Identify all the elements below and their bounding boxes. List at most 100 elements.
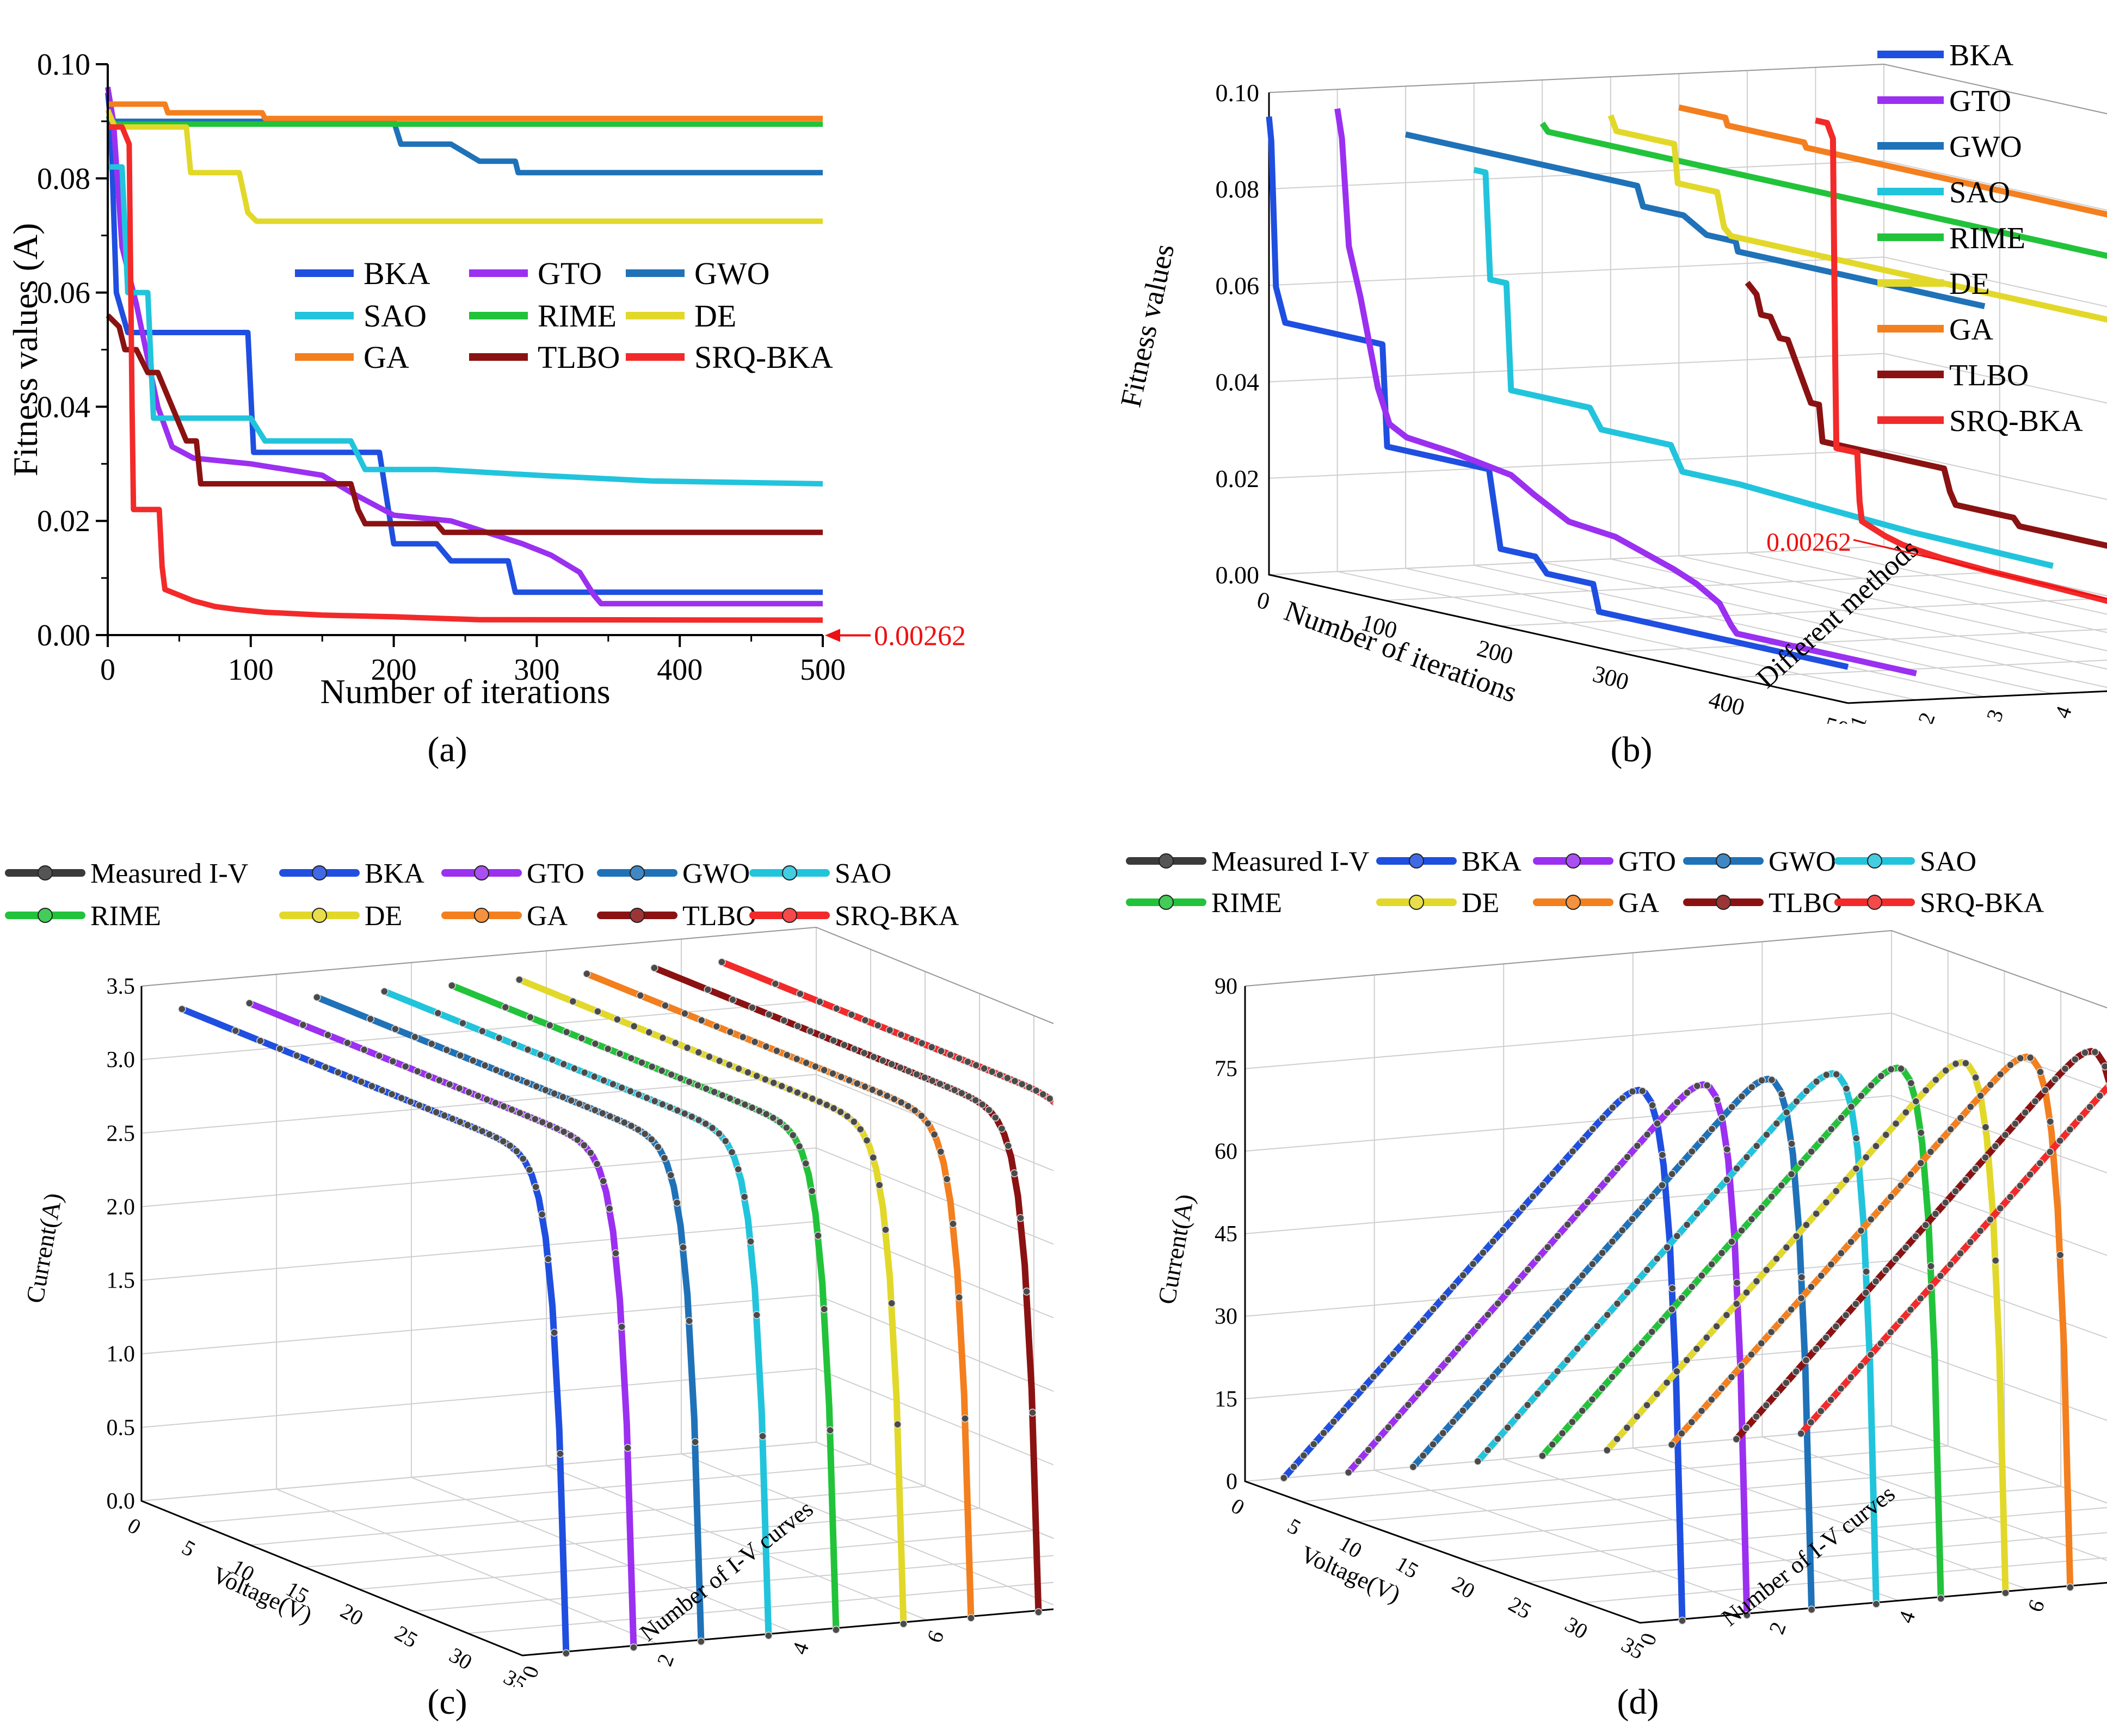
line-bka (105, 92, 823, 595)
measured-point (721, 1137, 730, 1146)
measured-point (1717, 1384, 1726, 1393)
grid-line (1584, 1557, 2107, 1603)
measured-point (1508, 1350, 1517, 1358)
box-edge (1847, 690, 2107, 704)
measured-point (1653, 1390, 1661, 1398)
measured-point (1727, 1373, 1736, 1381)
measured-point (1549, 1169, 1557, 1178)
measured-point (492, 1066, 501, 1074)
measured-point (1018, 1080, 1026, 1088)
measured-point (1862, 1289, 1870, 1297)
grid-line (681, 939, 1054, 1606)
measured-point (1648, 1101, 1656, 1110)
measured-point (879, 1056, 887, 1065)
measured-point (657, 1067, 666, 1075)
measured-point (1643, 1401, 1651, 1409)
measured-point (780, 1017, 788, 1025)
grid-line (195, 949, 871, 1524)
line-ga (108, 101, 823, 121)
measured-point (971, 1096, 979, 1104)
measured-point (1718, 1114, 1726, 1122)
grid-line (141, 926, 1054, 1024)
measured-point (2071, 1055, 2079, 1063)
measured-point (923, 1119, 932, 1128)
measured-point (1683, 1088, 1691, 1097)
y-tick-label: 0.00 (1216, 561, 1260, 589)
measured-point (1359, 1384, 1367, 1392)
measured-point (1837, 1249, 1845, 1258)
measured-point (648, 1062, 656, 1071)
measured-point (1409, 1463, 1418, 1471)
y-tick-label: 90 (1215, 974, 1237, 999)
measured-point (1483, 1446, 1492, 1454)
measured-point (1687, 1418, 1696, 1426)
grid-line (1747, 552, 2107, 633)
measured-point (1991, 1142, 2000, 1150)
measured-point (627, 1122, 636, 1130)
measured-point (1921, 1086, 1930, 1094)
measured-point (346, 1073, 354, 1081)
measured-point (2001, 1589, 2010, 1597)
measured-point (411, 1033, 419, 1041)
measured-point (1777, 1316, 1785, 1325)
measured-point (1822, 1333, 1830, 1342)
measured-point (1016, 1214, 1025, 1222)
measured-point (1708, 1125, 1716, 1133)
measured-point (856, 1125, 865, 1134)
measured-point (775, 1118, 784, 1126)
curve-de (1607, 114, 2107, 323)
measured-point (1683, 1221, 1691, 1229)
measured-point (609, 1080, 617, 1088)
measured-point (1608, 1372, 1616, 1381)
measured-point (1543, 1378, 1552, 1387)
z-tick-label: 1 (1845, 712, 1871, 724)
measured-point (1986, 1081, 1995, 1089)
measured-point (1817, 1271, 1825, 1280)
measured-point (1866, 1351, 1875, 1359)
measured-point (1524, 1265, 1532, 1274)
measured-point (1598, 1114, 1607, 1122)
measured-point (1912, 1232, 1920, 1241)
measured-point (1593, 1186, 1601, 1195)
measured-point (391, 1025, 399, 1033)
grid-line (1542, 561, 2107, 688)
measured-point (508, 1105, 516, 1114)
legend-marker-ga (474, 908, 489, 923)
legend-label-de: DE (694, 298, 736, 334)
grid-line (411, 962, 793, 1633)
legend-marker-gto (1566, 853, 1581, 869)
measured-point (1767, 1076, 1776, 1084)
measured-point (538, 1118, 547, 1126)
measured-point (593, 1160, 601, 1168)
measured-point (1678, 1429, 1686, 1438)
grid-line (141, 986, 523, 1656)
measured-point (705, 1052, 713, 1061)
measured-point (1708, 1395, 1716, 1404)
measured-point (685, 1078, 693, 1086)
measured-point (553, 1124, 561, 1132)
measured-point (2086, 1103, 2094, 1111)
measured-point (1817, 1407, 1825, 1415)
measured-point (590, 1073, 599, 1081)
measured-point (845, 1076, 853, 1085)
x-tick-label: 0 (1254, 586, 1273, 615)
z-tick-label: 4 (1893, 1608, 1920, 1626)
measured-point (1469, 1260, 1477, 1268)
z-tick-label: 2 (1764, 1618, 1791, 1637)
measured-point (541, 1086, 550, 1094)
measured-point (829, 1104, 838, 1112)
measured-point (435, 1076, 443, 1085)
line-gwo (108, 118, 823, 176)
measured-point (1045, 1094, 1054, 1103)
measured-point (1449, 1282, 1457, 1291)
measured-point (726, 1028, 735, 1036)
measured-point (1638, 1339, 1646, 1347)
measured-point (1623, 1153, 1631, 1161)
measured-point (1603, 1175, 1612, 1184)
measured-point (1648, 1192, 1656, 1201)
measured-point (495, 1034, 503, 1042)
measured-point (591, 1106, 599, 1115)
measured-point (1662, 1378, 1671, 1387)
measured-point (645, 1028, 654, 1037)
